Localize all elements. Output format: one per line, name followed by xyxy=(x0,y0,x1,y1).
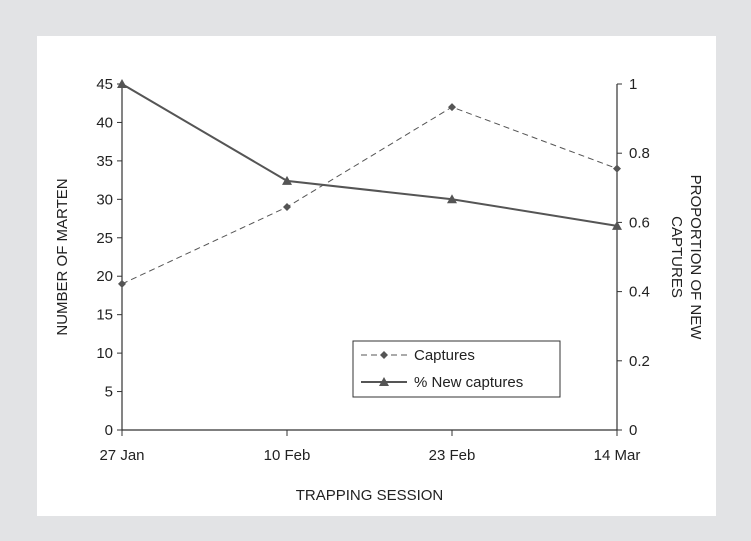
y-left-tick-label: 15 xyxy=(96,307,113,324)
y-right-tick-label: 0.4 xyxy=(629,284,650,301)
chart-panel xyxy=(37,36,716,516)
y-right-tick-label: 0.8 xyxy=(629,145,650,162)
new-captures-point xyxy=(612,220,622,230)
y-right-tick-label: 0.2 xyxy=(629,353,650,370)
legend-box xyxy=(352,340,561,398)
legend-new-captures-marker xyxy=(379,377,389,386)
y-right-tick-label: 1 xyxy=(629,76,637,93)
y-left-tick-label: 35 xyxy=(96,153,113,170)
y-left-tick-label: 10 xyxy=(96,345,113,362)
new-captures-point xyxy=(447,194,457,204)
legend-captures-label: Captures xyxy=(414,347,475,364)
x-tick-label: 23 Feb xyxy=(429,447,476,464)
legend-new-captures-label: % New captures xyxy=(414,374,523,391)
x-tick-label: 10 Feb xyxy=(264,447,311,464)
y-left-tick-label: 20 xyxy=(96,268,113,285)
y-axis-left-title: NUMBER OF MARTEN xyxy=(54,178,71,335)
captures-point xyxy=(283,203,291,212)
y-right-tick-label: 0.6 xyxy=(629,214,650,231)
y-right-tick-label: 0 xyxy=(629,422,637,439)
y-axis-right-title-line-1: PROPORTION OF NEW xyxy=(687,175,704,341)
x-tick-label: 14 Mar xyxy=(594,447,641,464)
new-captures-point xyxy=(117,79,127,88)
captures-point xyxy=(613,164,621,173)
captures-point xyxy=(118,279,126,288)
series-line-captures xyxy=(121,106,618,285)
y-left-tick-label: 40 xyxy=(96,114,113,131)
y-left-tick-label: 45 xyxy=(96,76,113,93)
captures-point xyxy=(448,103,456,112)
series-line-new-captures xyxy=(121,83,618,227)
y-left-tick-label: 0 xyxy=(105,422,113,439)
y-left-tick-label: 30 xyxy=(96,191,113,208)
legend-captures-marker xyxy=(380,351,388,359)
axes-group: 0 5 10 15 20 25 30 35 40 45 0 0.2 0.4 0.6 0.8 1 27 Jan 10… xyxy=(96,76,650,464)
y-axis-right-title-line-2: CAPTURES xyxy=(668,216,685,298)
x-tick-label: 27 Jan xyxy=(99,447,144,464)
legend: Captures % New captures xyxy=(352,340,561,398)
y-left-tick-label: 25 xyxy=(96,230,113,247)
series-group xyxy=(117,79,622,288)
x-axis-title: TRAPPING SESSION xyxy=(296,487,444,504)
y-left-tick-label: 5 xyxy=(105,384,113,401)
new-captures-point xyxy=(282,175,292,185)
